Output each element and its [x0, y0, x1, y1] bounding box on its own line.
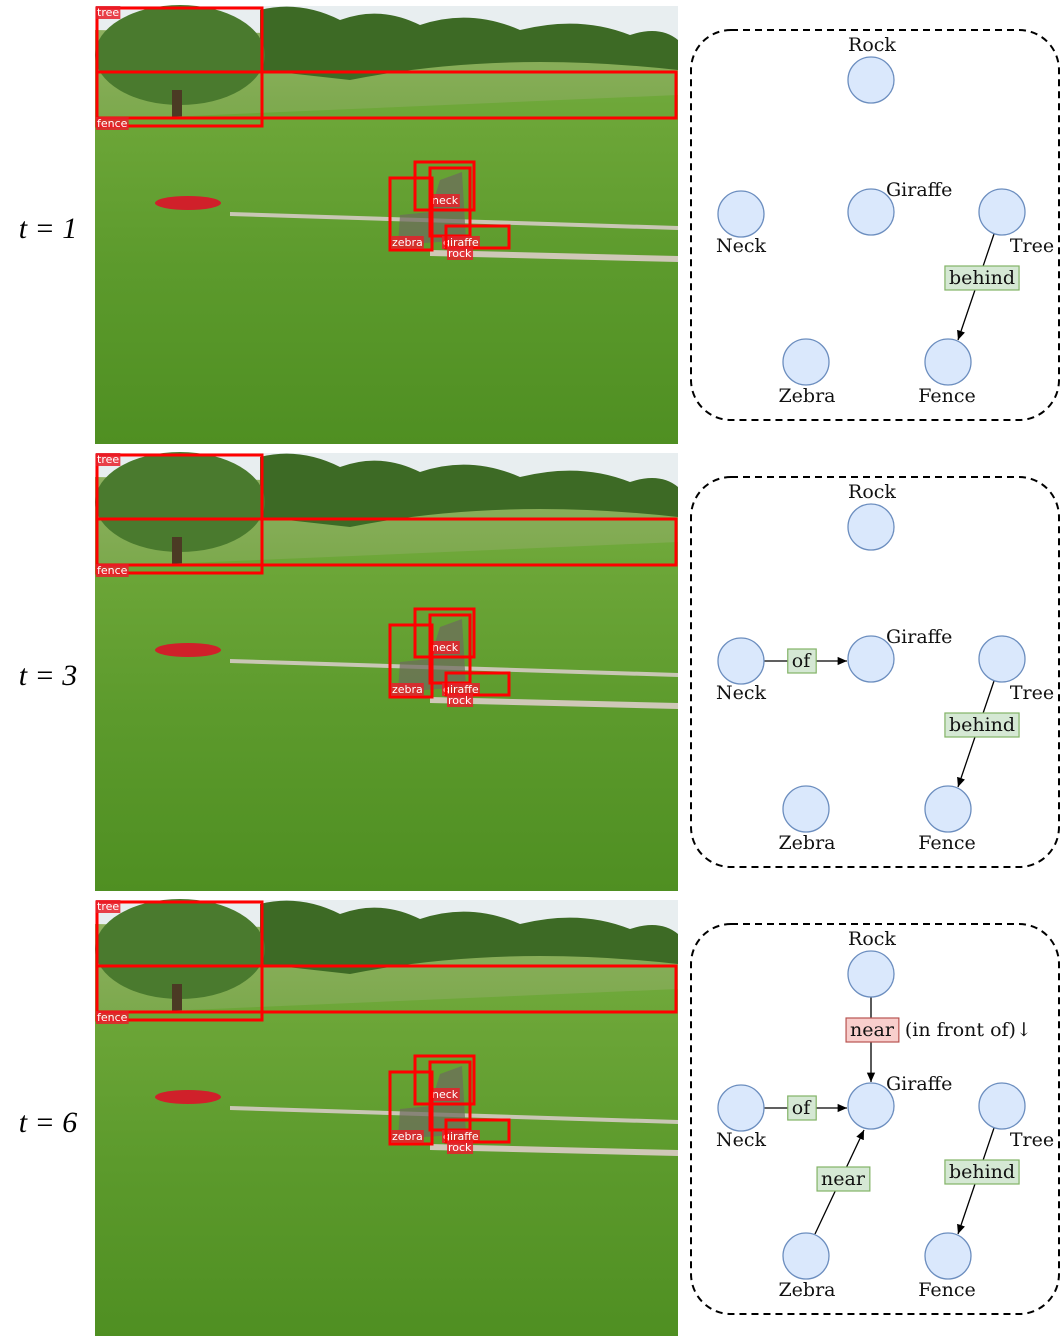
car	[155, 1090, 221, 1104]
panel: t = 1treefenceneckzebragirafferockRockGi…	[19, 5, 1059, 444]
edge-label: of	[792, 650, 812, 672]
bbox-label: rock	[448, 247, 472, 260]
panel: t = 6treefenceneckzebragirafferockRockGi…	[19, 899, 1059, 1336]
time-label: t = 1	[19, 212, 78, 245]
edge-label: behind	[949, 267, 1015, 289]
node	[718, 638, 764, 684]
node-label: Giraffe	[886, 1073, 952, 1095]
grass	[95, 989, 678, 1336]
bbox-label: rock	[448, 694, 472, 707]
node	[783, 1233, 829, 1279]
bbox-label: fence	[97, 564, 128, 577]
bbox-label: zebra	[392, 1130, 423, 1143]
node-label: Fence	[918, 385, 976, 407]
node	[718, 191, 764, 237]
grass	[95, 95, 678, 444]
node	[783, 339, 829, 385]
bbox-label: fence	[97, 1011, 128, 1024]
time-label: t = 3	[19, 659, 78, 692]
node	[979, 189, 1025, 235]
edge-label: behind	[949, 714, 1015, 736]
node	[848, 504, 894, 550]
bbox-label: tree	[97, 900, 119, 913]
node	[925, 339, 971, 385]
tree-trunk	[172, 984, 182, 1014]
bbox-label: neck	[432, 641, 459, 654]
node-label: Zebra	[778, 385, 835, 407]
node-label: Neck	[716, 682, 767, 704]
edge-label: near	[850, 1019, 895, 1041]
edge-label: behind	[949, 1161, 1015, 1183]
node-label: Giraffe	[886, 179, 952, 201]
node-label: Tree	[1010, 682, 1054, 704]
node-label: Rock	[848, 34, 896, 56]
edge-label: near	[821, 1168, 866, 1190]
bbox-label: tree	[97, 453, 119, 466]
node	[783, 786, 829, 832]
bbox-label: rock	[448, 1141, 472, 1154]
node-label: Tree	[1010, 1129, 1054, 1151]
grass	[95, 542, 678, 891]
node	[979, 1083, 1025, 1129]
node-label: Fence	[918, 832, 976, 854]
node	[718, 1085, 764, 1131]
tree-trunk	[172, 90, 182, 120]
bbox-label: tree	[97, 6, 119, 19]
tree-trunk	[172, 537, 182, 567]
bbox-label: neck	[432, 1088, 459, 1101]
bbox-label: fence	[97, 117, 128, 130]
node-label: Giraffe	[886, 626, 952, 648]
node	[925, 786, 971, 832]
node-label: Fence	[918, 1279, 976, 1301]
node	[979, 636, 1025, 682]
node-label: Zebra	[778, 832, 835, 854]
figure: t = 1treefenceneckzebragirafferockRockGi…	[0, 0, 1061, 1336]
time-label: t = 6	[19, 1106, 78, 1139]
node	[848, 57, 894, 103]
bbox-label: zebra	[392, 683, 423, 696]
node-label: Rock	[848, 928, 896, 950]
car	[155, 643, 221, 657]
node-label: Tree	[1010, 235, 1054, 257]
node-label: Neck	[716, 1129, 767, 1151]
bbox-label: neck	[432, 194, 459, 207]
node	[925, 1233, 971, 1279]
edge-label: of	[792, 1097, 812, 1119]
node-label: Neck	[716, 235, 767, 257]
node	[848, 951, 894, 997]
car	[155, 196, 221, 210]
edge-note: (in front of)↓	[905, 1019, 1032, 1041]
node-label: Zebra	[778, 1279, 835, 1301]
bbox-label: zebra	[392, 236, 423, 249]
node-label: Rock	[848, 481, 896, 503]
